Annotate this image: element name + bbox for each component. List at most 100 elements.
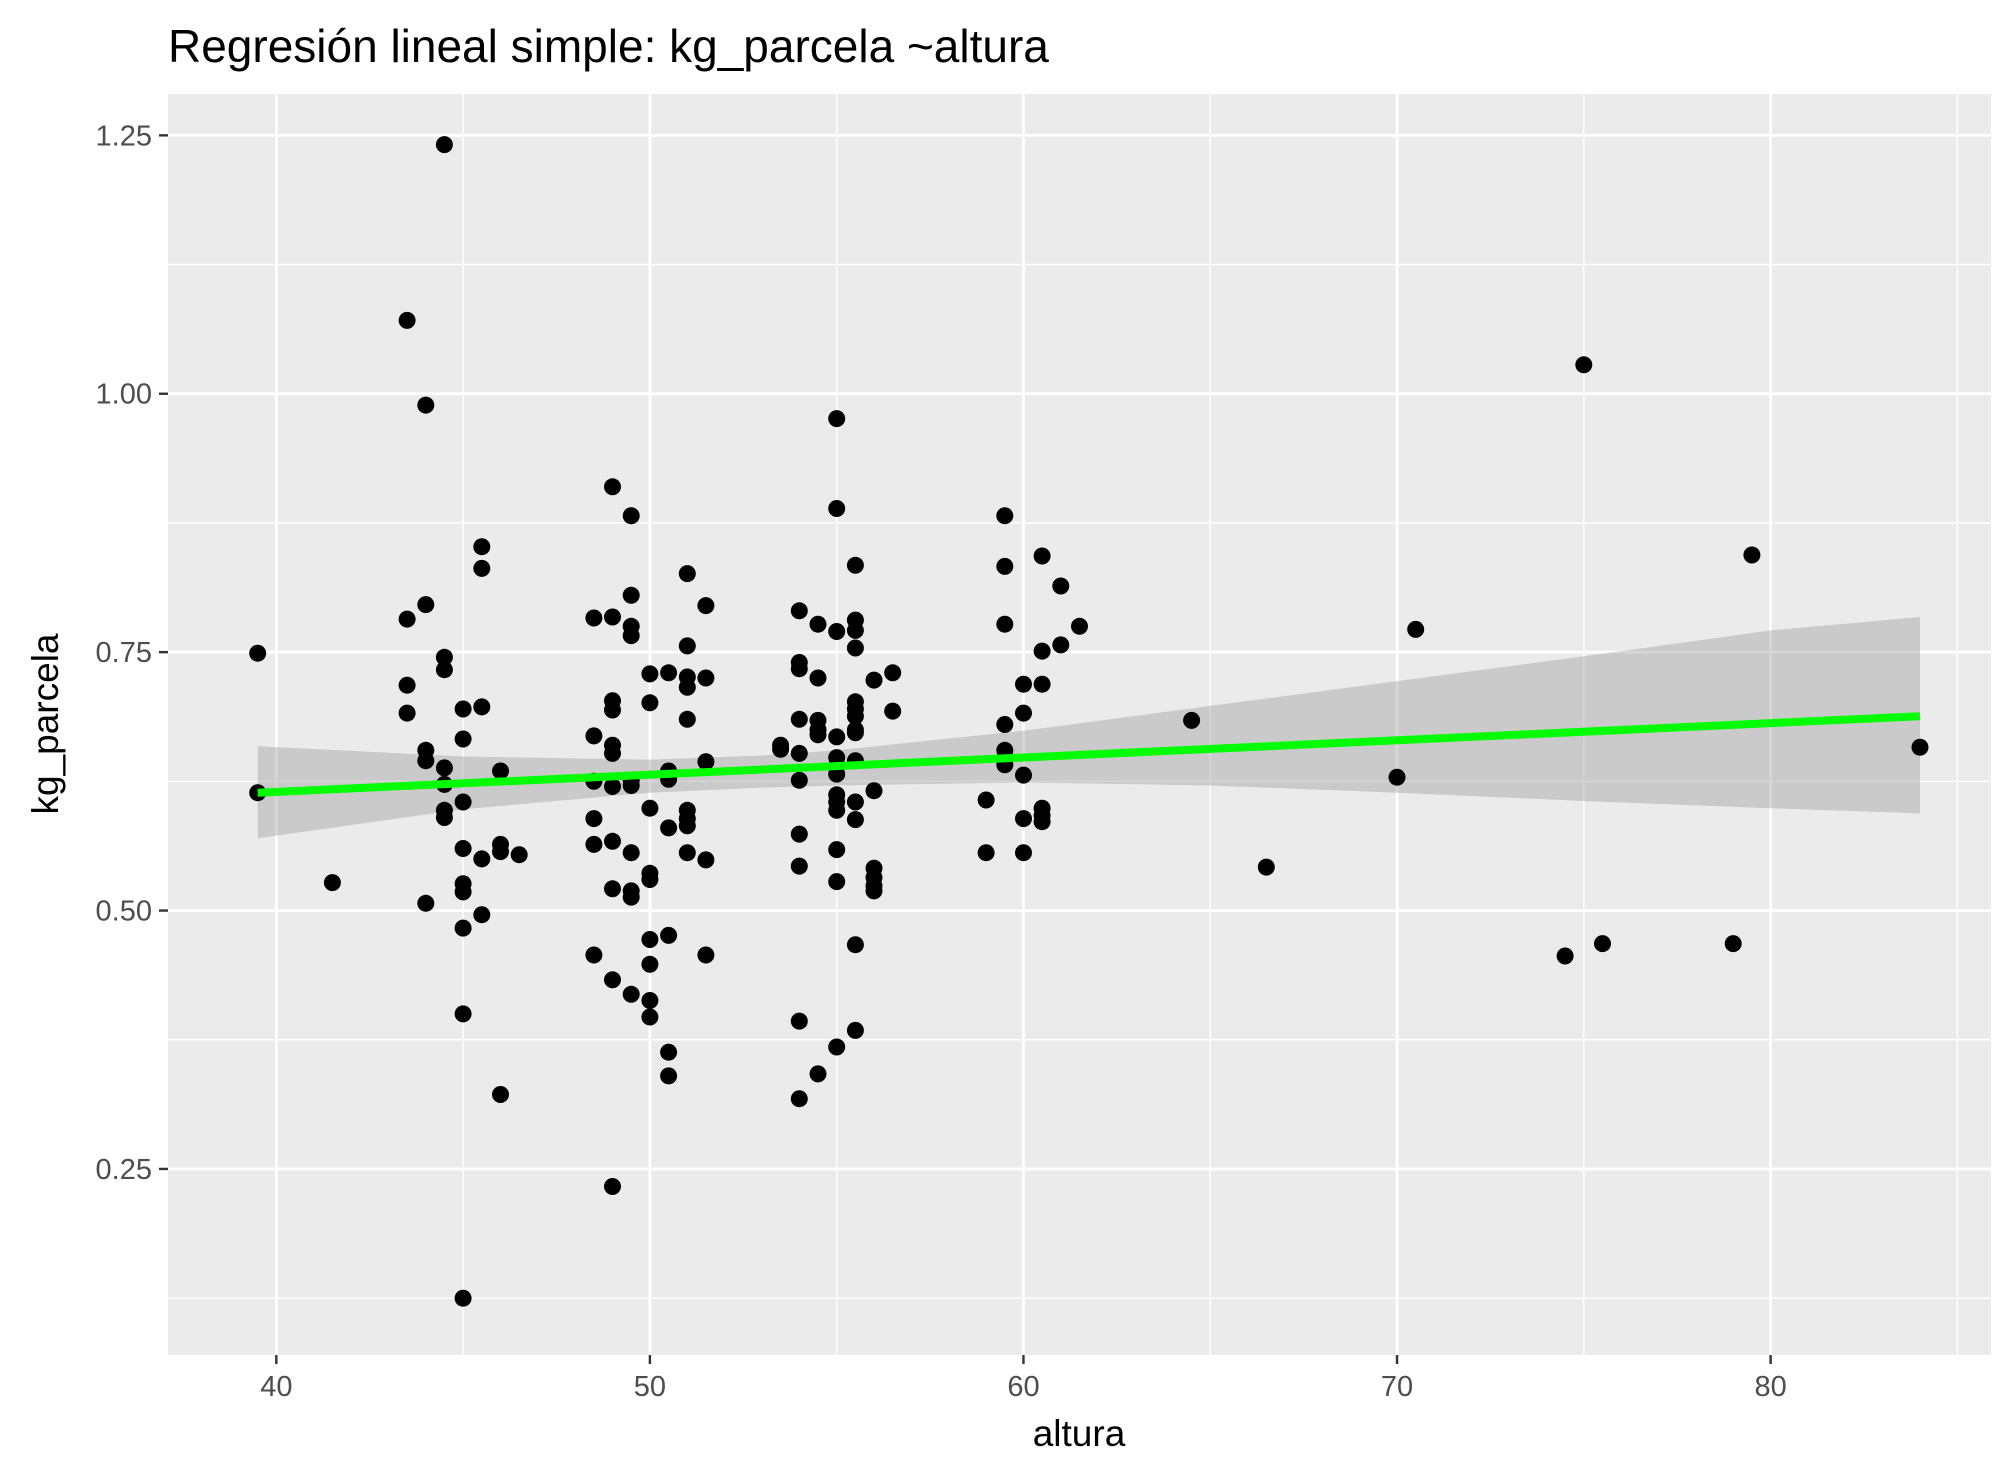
- x-axis-ticks: 40 50 60 70 80: [260, 1355, 1787, 1403]
- data-point: [828, 841, 846, 859]
- data-point: [809, 669, 827, 687]
- data-point: [790, 857, 808, 875]
- data-point: [846, 639, 864, 657]
- data-point: [622, 844, 640, 862]
- data-point: [1743, 546, 1761, 564]
- data-point: [660, 926, 678, 944]
- data-point: [641, 1008, 659, 1026]
- data-point: [604, 832, 621, 850]
- data-point: [1071, 617, 1088, 635]
- data-point: [1033, 675, 1051, 693]
- data-point: [828, 749, 846, 767]
- data-point: [678, 710, 696, 728]
- y-axis-ticks: 0.25 0.50 0.75 1.00 1.25: [96, 120, 168, 1186]
- data-point: [417, 396, 435, 414]
- data-point: [996, 557, 1014, 575]
- data-point: [996, 507, 1014, 525]
- data-point: [510, 846, 528, 864]
- data-point: [622, 777, 640, 794]
- data-point: [1388, 768, 1406, 786]
- regression-line: [257, 712, 1921, 797]
- data-point: [454, 1005, 472, 1023]
- data-point: [678, 844, 696, 862]
- data-point: [1033, 642, 1051, 660]
- data-point: [398, 704, 416, 722]
- data-point: [678, 678, 696, 696]
- data-point: [435, 136, 453, 154]
- data-point: [417, 752, 435, 770]
- data-point: [473, 559, 491, 577]
- data-point: [604, 1178, 621, 1195]
- data-point: [697, 753, 715, 771]
- data-point: [622, 586, 640, 604]
- data-point: [1575, 356, 1593, 374]
- data-point: [1052, 636, 1070, 654]
- data-point: [435, 809, 453, 826]
- data-point: [641, 799, 659, 817]
- y-tick-label: 1.00: [96, 379, 152, 411]
- data-point: [622, 627, 640, 645]
- data-point: [435, 661, 453, 679]
- data-point: [1724, 935, 1742, 953]
- data-point: [1015, 810, 1032, 828]
- data-point: [996, 716, 1014, 733]
- data-point: [884, 702, 902, 720]
- data-point: [790, 1012, 808, 1030]
- data-point: [678, 817, 696, 835]
- data-point: [884, 664, 902, 682]
- data-point: [828, 623, 846, 640]
- data-point: [454, 883, 472, 901]
- data-point: [435, 759, 453, 777]
- data-point: [828, 500, 846, 517]
- data-point: [323, 874, 341, 892]
- data-point: [492, 1086, 509, 1103]
- data-point: [660, 1043, 678, 1061]
- data-point: [790, 1090, 808, 1108]
- data-point: [398, 610, 416, 628]
- data-point: [641, 955, 659, 973]
- data-point: [977, 844, 995, 862]
- data-point: [809, 1065, 827, 1083]
- data-point: [1407, 620, 1425, 638]
- data-point: [641, 871, 659, 888]
- data-point: [865, 671, 883, 689]
- data-point: [865, 782, 883, 800]
- data-point: [454, 840, 472, 857]
- data-point: [604, 608, 621, 626]
- data-point: [977, 791, 995, 809]
- x-axis-title: altura: [1033, 1413, 1126, 1454]
- data-point: [1015, 766, 1032, 784]
- data-point: [697, 946, 715, 964]
- data-point: [454, 730, 472, 748]
- data-point: [585, 810, 603, 828]
- data-point: [473, 698, 491, 716]
- data-point: [790, 710, 808, 728]
- data-point: [1033, 547, 1051, 565]
- x-tick-label: 80: [1754, 1371, 1786, 1403]
- data-point: [790, 660, 808, 678]
- data-point: [1015, 675, 1032, 693]
- chart-title: Regresión lineal simple: kg_parcela ~alt…: [168, 20, 1049, 72]
- x-tick-label: 40: [260, 1371, 292, 1403]
- data-point: [1257, 858, 1275, 876]
- data-point: [454, 793, 472, 811]
- data-point: [678, 637, 696, 655]
- data-point: [604, 971, 621, 989]
- data-point: [454, 700, 472, 718]
- y-tick-label: 1.25: [96, 120, 152, 152]
- data-point: [660, 664, 678, 682]
- data-point: [772, 740, 790, 758]
- data-point: [828, 1038, 846, 1056]
- data-point: [641, 931, 659, 948]
- data-point: [828, 801, 846, 819]
- data-point: [473, 850, 491, 868]
- data-point: [660, 819, 678, 837]
- data-point: [1183, 711, 1201, 729]
- data-point: [846, 936, 864, 954]
- data-point: [492, 843, 509, 861]
- data-point: [604, 744, 621, 762]
- data-point: [790, 771, 808, 789]
- data-point: [398, 311, 416, 329]
- x-tick-label: 70: [1381, 1371, 1413, 1403]
